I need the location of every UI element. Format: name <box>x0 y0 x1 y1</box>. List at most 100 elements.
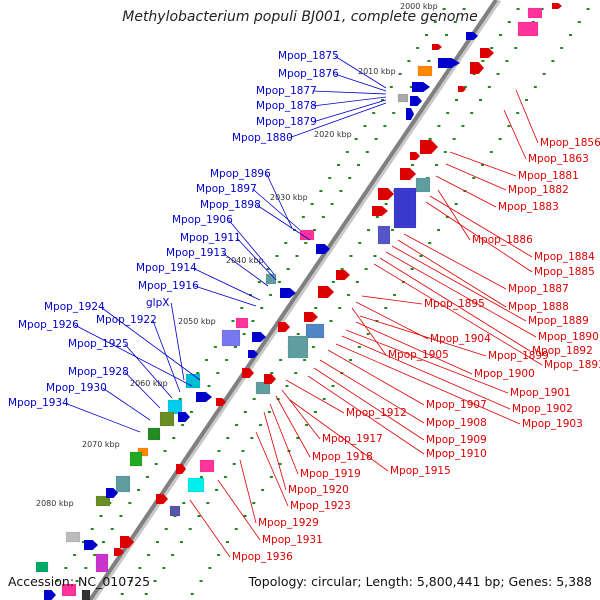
tick-mark <box>296 333 300 335</box>
tick-mark <box>73 554 77 556</box>
leader-line-right <box>313 367 425 441</box>
tick-mark <box>242 333 246 335</box>
tick-mark <box>463 86 467 88</box>
leader-line-right <box>359 315 487 357</box>
tick-mark <box>435 164 439 166</box>
leader-line-left <box>74 324 193 387</box>
gene-label-left: Mpop_1877 <box>256 85 317 97</box>
leader-line-left <box>256 204 311 241</box>
gene-label-right: Mpop_1892 <box>532 345 593 357</box>
gene-feature <box>377 225 391 245</box>
gene-feature <box>129 451 143 467</box>
tick-mark <box>514 47 518 49</box>
tick-mark <box>196 372 200 374</box>
gene-label-right: Mpop_1909 <box>426 434 487 446</box>
tick-mark <box>163 450 167 452</box>
tick-mark <box>206 502 210 504</box>
gene-arrow <box>178 412 190 422</box>
gene-feature <box>147 427 161 441</box>
leader-line-right <box>269 403 299 475</box>
gene-label-right: Mpop_1910 <box>426 448 487 460</box>
leader-line-left <box>312 99 387 123</box>
tick-mark <box>120 593 124 595</box>
leader-line-right <box>307 375 425 455</box>
tick-mark <box>266 268 270 270</box>
leader-line-right <box>403 233 507 290</box>
leader-line-right <box>281 389 321 440</box>
leader-line-right <box>355 321 473 375</box>
tick-mark <box>433 21 437 23</box>
tick-mark <box>453 21 457 23</box>
tick-mark <box>577 21 581 23</box>
tick-mark <box>310 203 314 205</box>
tick-mark <box>261 489 265 491</box>
gene-label-right: Mpop_1908 <box>426 417 487 429</box>
gene-label-right: Mpop_1899 <box>488 350 549 362</box>
gene-label-left: glpX <box>146 297 169 309</box>
tick-mark <box>481 60 485 62</box>
leader-line-right <box>289 399 389 472</box>
gene-feature <box>393 187 417 229</box>
tick-mark <box>516 8 520 10</box>
tick-mark <box>446 112 450 114</box>
gene-arrow <box>420 140 438 154</box>
tick-mark <box>328 177 332 179</box>
tick-mark <box>393 294 397 296</box>
leader-line-right <box>263 411 287 491</box>
tick-mark <box>233 346 237 348</box>
leader-line-right <box>445 163 507 191</box>
gene-label-right: Mpop_1907 <box>426 399 487 411</box>
leader-line-right <box>355 301 429 340</box>
gene-label-left: Mpop_1934 <box>8 397 69 409</box>
tick-mark <box>358 242 362 244</box>
gene-arrow <box>176 464 186 474</box>
leader-line-right <box>373 263 543 366</box>
leader-line-right <box>189 499 231 558</box>
tick-mark <box>329 320 333 322</box>
gene-label-right: Mpop_1936 <box>232 551 293 563</box>
gene-label-left: Mpop_1925 <box>68 338 129 350</box>
tick-mark <box>154 463 158 465</box>
tick-mark <box>489 151 493 153</box>
gene-feature <box>81 589 91 600</box>
tick-mark <box>330 203 334 205</box>
tick-mark <box>295 255 299 257</box>
tick-mark <box>269 476 273 478</box>
tick-mark <box>284 242 288 244</box>
leader-line-right <box>275 395 311 458</box>
tick-mark <box>181 424 185 426</box>
tick-mark <box>424 34 428 36</box>
tick-mark <box>505 60 509 62</box>
tick-mark <box>331 385 335 387</box>
tick-mark <box>294 372 298 374</box>
tick-mark <box>348 177 352 179</box>
gene-arrow <box>84 540 98 550</box>
gene-label-right: Mpop_1903 <box>522 418 583 430</box>
genome-summary-text: Topology: circular; Length: 5,800,441 bp… <box>248 574 592 589</box>
tick-mark <box>153 580 157 582</box>
leader-line-right <box>425 201 533 273</box>
tick-mark <box>270 372 274 374</box>
leader-line-right <box>341 335 511 410</box>
tick-mark <box>551 60 555 62</box>
gene-arrow <box>412 82 430 92</box>
tick-mark <box>490 47 494 49</box>
tick-mark <box>372 112 376 114</box>
leader-line-right <box>239 459 257 524</box>
gene-label-right: Mpop_1863 <box>528 153 589 165</box>
gene-feature <box>95 553 109 573</box>
leader-line-left <box>194 285 257 307</box>
gene-feature <box>305 323 325 339</box>
tick-mark <box>215 489 219 491</box>
gene-feature <box>159 411 175 427</box>
tick-mark <box>357 164 361 166</box>
gene-feature <box>415 177 431 193</box>
tick-mark <box>443 151 447 153</box>
gene-arrow <box>196 392 212 402</box>
gene-feature <box>255 381 271 395</box>
tick-mark <box>251 320 255 322</box>
gene-arrow <box>552 3 562 9</box>
tick-mark <box>444 34 448 36</box>
tick-mark <box>303 359 307 361</box>
tick-mark <box>454 203 458 205</box>
